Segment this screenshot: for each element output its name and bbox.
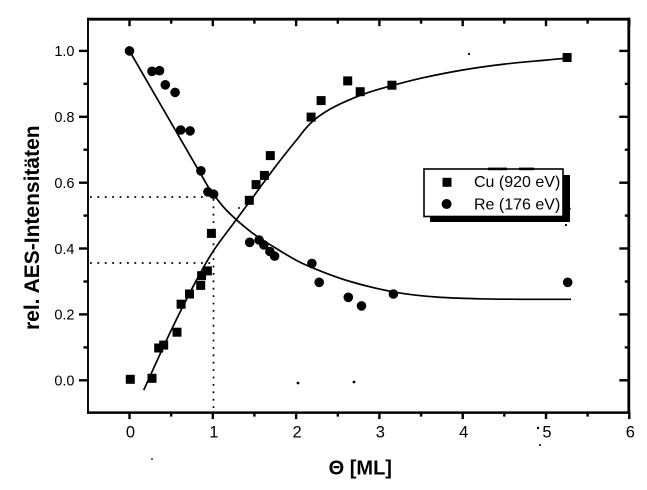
svg-text:6: 6 [626,424,635,442]
svg-text:0.8: 0.8 [54,110,74,126]
svg-text:0.4: 0.4 [54,242,74,258]
svg-text:0: 0 [126,424,135,442]
svg-text:0.2: 0.2 [54,308,74,324]
svg-text:Cu (920 eV): Cu (920 eV) [474,174,560,191]
svg-text:1.0: 1.0 [54,44,74,60]
svg-text:rel. AES-Intensitäten: rel. AES-Intensitäten [21,125,44,330]
svg-text:Re (176 eV): Re (176 eV) [474,196,560,213]
svg-text:2: 2 [293,424,302,442]
svg-text:1: 1 [209,424,218,442]
svg-text:0.6: 0.6 [54,176,74,192]
svg-text:0.0: 0.0 [54,374,74,390]
svg-text:5: 5 [542,424,551,442]
svg-text:4: 4 [459,424,468,442]
svg-text:Θ [ML]: Θ [ML] [329,457,392,479]
svg-text:3: 3 [376,424,385,442]
